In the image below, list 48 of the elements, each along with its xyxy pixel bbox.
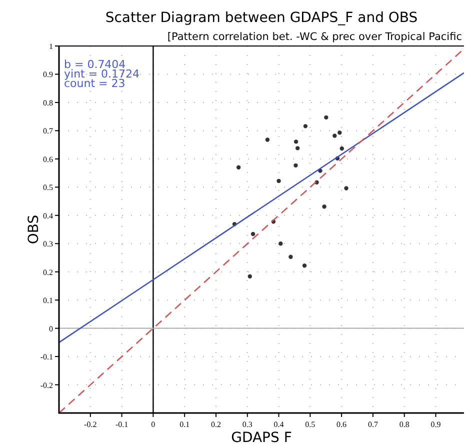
point [248,274,252,278]
point [344,186,348,190]
y-tick-label: 0.1 [43,296,53,306]
y-tick-label: 0.9 [43,70,53,80]
x-tick-label: 0.4 [274,420,284,429]
point [296,146,300,150]
y-tick-label: 0.3 [43,240,53,249]
point [276,178,281,184]
y-tick-label: 0.7 [43,126,53,136]
y-tick-label: 0 [49,324,53,334]
y-tick-label: 0.5 [43,183,53,192]
x-tick-label: 0.9 [430,420,441,429]
point [302,264,307,268]
point [250,232,256,236]
point [278,242,283,246]
y-tick-label: 0.4 [43,211,53,220]
x-tick-label: 0.3 [242,420,252,429]
x-tick-label: 0.6 [336,420,347,429]
point [294,163,298,168]
point [265,138,270,142]
point [294,140,298,144]
x-tick-label: 0.1 [180,420,190,429]
y-tick-label: -0.1 [40,352,53,362]
x-tick-label: 0.8 [399,420,410,429]
point [322,204,326,209]
chart-title: Scatter Diagram between GDAPS_F and OBS [105,10,418,26]
y-tick-label: 0.2 [43,268,53,277]
y-tick-label: -0.2 [40,380,53,390]
x-tick-label: 0.7 [368,420,378,429]
chart-subtitle: [Pattern correlation bet. -WC & prec over Tropical Pacific [167,31,462,43]
x-axis-title: GDAPS F [231,430,292,446]
y-tick-label: 1 [49,42,53,51]
point [303,124,308,128]
point [236,165,241,170]
x-tick-label: -0.1 [115,420,128,429]
y-axis-title: OBS [26,214,42,244]
x-tick-label: 0.2 [210,420,221,429]
point [288,254,293,259]
y-tick-label: 0.8 [43,98,53,108]
x-tick-label: 0 [151,420,156,429]
point [338,130,342,135]
annotation: yint = 0.1724 [64,68,140,80]
point [332,134,337,138]
x-tick-label: -0.2 [84,420,97,429]
point [324,115,328,120]
y-tick-label: 0.6 [43,154,53,164]
point [340,146,344,151]
x-tick-label: 0.5 [305,420,316,429]
